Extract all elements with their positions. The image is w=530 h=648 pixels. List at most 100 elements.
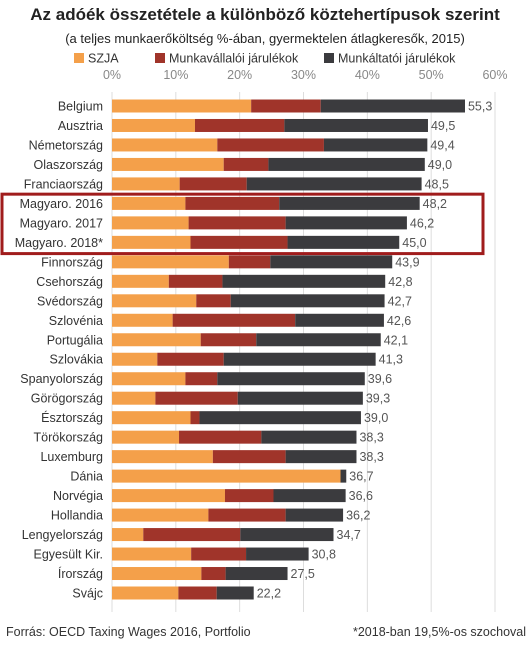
category-label: Luxemburg [40,450,103,464]
bar-segment-2 [179,177,247,191]
bar-segment-2 [196,294,231,308]
x-tick-label: 40% [355,68,380,82]
bar-segment-1 [112,177,180,191]
bars [112,99,465,600]
bar-segment-3 [261,430,357,444]
bar-segment-1 [112,352,158,366]
bar-segment-1 [112,274,169,288]
bar-segment-3 [246,547,309,561]
bar-segment-1 [112,547,192,561]
bar-segment-1 [112,508,209,522]
category-label: Hollandia [51,509,103,523]
category-label: Írország [58,566,103,581]
bar-segment-2 [188,216,286,230]
total-label: 39,0 [364,411,388,425]
bar-segment-3 [240,528,334,542]
total-label: 38,3 [359,431,383,445]
bar-segment-1 [112,138,218,152]
bar-segment-2 [208,508,286,522]
legend-swatch-3 [324,53,334,63]
total-label: 42,8 [388,275,412,289]
bar-segment-1 [112,567,202,581]
category-label: Magyaro. 2016 [20,197,103,211]
total-label: 49,0 [428,158,452,172]
category-label: Szlovénia [49,314,103,328]
category-label: Csehország [36,275,103,289]
legend-swatch-1 [74,53,84,63]
bar-segment-2 [190,235,288,249]
highlight-box [0,192,485,256]
total-label: 41,3 [379,353,403,367]
category-label: Ausztria [58,119,103,133]
bar-segment-3 [284,118,428,132]
chart-subtitle: (a teljes munkaerőköltség %-ában, gyerme… [65,31,465,46]
source-note: Forrás: OECD Taxing Wages 2016, Portfoli… [6,625,251,639]
category-label: Magyaro. 2018* [15,236,103,250]
legend-label-2: Munkavállalói járulékok [169,52,299,66]
total-label: 49,5 [431,119,455,133]
legend-label-3: Munkáltatói járulékok [338,52,456,66]
category-label: Németország [29,138,103,152]
bar-segment-2 [190,411,200,425]
category-label: Olaszország [34,158,104,172]
bar-segment-2 [200,333,257,347]
bar-segment-3 [199,411,361,425]
bar-segment-2 [212,450,286,464]
total-label: 22,2 [257,587,281,601]
total-label: 48,2 [423,197,447,211]
bar-segment-3 [223,352,376,366]
x-tick-label: 30% [291,68,316,82]
bar-segment-1 [112,157,224,171]
bar-segment-3 [225,567,288,581]
bar-segment-3 [285,450,357,464]
category-label: Egyesült Kir. [34,548,103,562]
total-label: 49,4 [430,138,454,152]
category-label: Dánia [70,470,103,484]
total-label: 27,5 [291,567,315,581]
total-label: 42,7 [388,294,412,308]
bar-segment-3 [268,157,425,171]
total-label: 30,8 [312,548,336,562]
category-label: Svájc [72,587,103,601]
bar-segment-3 [295,313,384,327]
total-label: 36,7 [349,470,373,484]
category-label: Portugália [47,333,103,347]
bar-segment-2 [201,567,226,581]
bar-segment-1 [112,469,341,483]
x-tick-label: 10% [163,68,188,82]
total-label: 43,9 [395,255,419,269]
bar-segment-2 [185,372,218,386]
bar-segment-1 [112,586,179,600]
bar-segment-3 [256,333,381,347]
total-label: 34,7 [337,528,361,542]
bar-segment-2 [157,352,224,366]
bar-segment-1 [112,216,189,230]
chart-title: Az adóék összetétele a különböző köztehe… [30,5,500,24]
category-label: Finnország [41,255,103,269]
category-labels: Belgium Ausztria Németország Olaszország Fra… [15,100,103,601]
category-label: Magyaro. 2017 [20,216,103,230]
bar-segment-1 [112,255,229,269]
bar-segment-3 [285,508,344,522]
footnote: *2018-ban 19,5%-os szochoval [353,625,526,639]
category-label: Svédország [37,294,103,308]
bar-segment-3 [216,586,254,600]
category-label: Belgium [58,100,103,114]
category-label: Norvégia [53,489,103,503]
category-label: Lengyelország [22,528,103,542]
bar-segment-1 [112,430,180,444]
bar-segment-3 [237,391,363,405]
bar-segment-2 [172,313,296,327]
bar-segment-3 [287,235,400,249]
total-label: 42,1 [384,333,408,347]
bar-segment-1 [112,528,144,542]
bar-segment-1 [112,235,191,249]
bar-segment-1 [112,99,252,113]
category-label: Franciaország [24,177,103,191]
total-labels: 55,3 49,5 49,4 49,0 48,5 48,2 46,2 45,0 43,9 42,8… [257,100,493,601]
bar-segment-3 [285,216,407,230]
total-label: 39,6 [368,372,392,386]
total-label: 46,2 [410,216,434,230]
